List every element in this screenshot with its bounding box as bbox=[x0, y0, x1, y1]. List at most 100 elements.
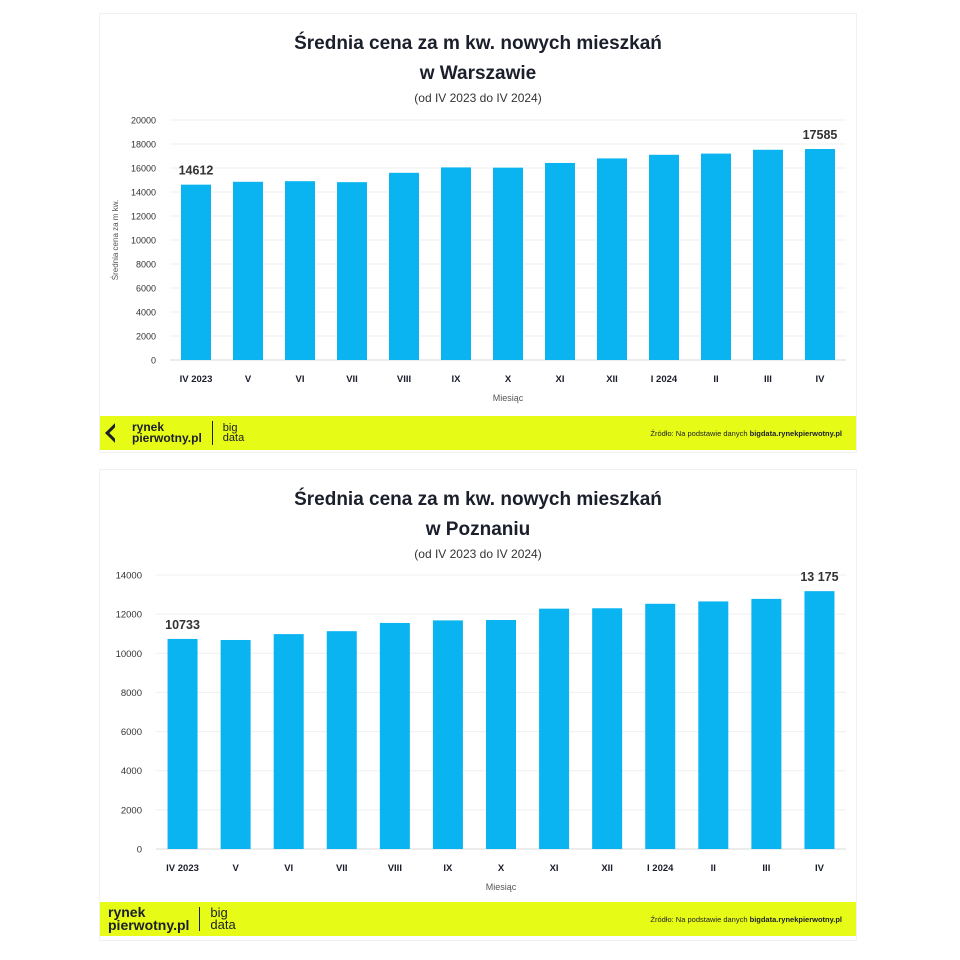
data-label: 17585 bbox=[803, 128, 838, 142]
chart-title-line2: w Poznaniu bbox=[425, 519, 531, 540]
y-tick-label: 0 bbox=[151, 356, 156, 366]
x-tick-label: XI bbox=[556, 374, 565, 385]
bar bbox=[285, 181, 315, 360]
bar bbox=[751, 598, 782, 849]
source-text: Źródło: Na podstawie danych bigdata.ryne… bbox=[650, 429, 842, 438]
x-tick-label: V bbox=[245, 374, 252, 385]
bar bbox=[804, 591, 835, 849]
x-tick-label: X bbox=[498, 863, 505, 874]
source-text: Źródło: Na podstawie danych bigdata.ryne… bbox=[650, 915, 842, 924]
bar bbox=[167, 638, 198, 849]
bar bbox=[441, 167, 471, 360]
bar bbox=[432, 620, 463, 849]
x-tick-label: VII bbox=[336, 863, 348, 874]
bar bbox=[326, 631, 357, 849]
x-tick-label: IX bbox=[452, 374, 462, 385]
x-tick-label: I 2024 bbox=[651, 374, 678, 385]
bar bbox=[220, 639, 251, 849]
bar bbox=[701, 153, 731, 360]
bigdata-line2: data bbox=[222, 432, 245, 444]
y-tick-label: 2000 bbox=[121, 805, 142, 816]
bar bbox=[545, 162, 575, 360]
x-tick-label: IV bbox=[816, 374, 826, 385]
x-axis-label: Miesiąc bbox=[486, 882, 517, 892]
y-tick-label: 4000 bbox=[121, 766, 142, 777]
x-tick-label: XII bbox=[601, 863, 613, 874]
y-tick-label: 14000 bbox=[131, 188, 156, 198]
source-prefix: Źródło: Na podstawie danych bbox=[650, 914, 750, 924]
y-tick-label: 18000 bbox=[131, 140, 156, 150]
logo-divider bbox=[211, 421, 213, 445]
x-tick-label: V bbox=[232, 863, 239, 874]
bar bbox=[597, 158, 627, 360]
source-prefix: Źródło: Na podstawie danych bbox=[650, 428, 750, 438]
bar bbox=[493, 167, 523, 360]
x-tick-label: IX bbox=[443, 863, 453, 874]
chart-title-line2: w Warszawie bbox=[419, 63, 537, 84]
y-tick-label: 12000 bbox=[116, 610, 142, 621]
y-tick-label: 6000 bbox=[121, 727, 142, 738]
source-link[interactable]: bigdata.rynekpierwotny.pl bbox=[749, 428, 842, 438]
bigdata-line1: big bbox=[210, 905, 228, 920]
x-tick-label: X bbox=[505, 374, 512, 385]
bar bbox=[539, 608, 570, 849]
x-tick-label: XI bbox=[550, 863, 559, 874]
logo-line1: rynek bbox=[132, 420, 165, 434]
y-axis-label: Średnia cena za m kw. bbox=[111, 200, 120, 280]
data-label: 13 175 bbox=[800, 570, 838, 584]
bar bbox=[379, 622, 410, 849]
y-tick-label: 0 bbox=[137, 845, 142, 856]
bar bbox=[181, 184, 211, 360]
logo: rynek pierwotny.pl big data bbox=[105, 420, 245, 445]
logo-line2: pierwotny.pl bbox=[108, 917, 190, 933]
chart-panel-poznan: Średnia cena za m kw. nowych mieszkań w … bbox=[100, 470, 856, 940]
bar bbox=[753, 149, 783, 360]
logo-divider bbox=[199, 907, 201, 931]
bar-chart-poznan: 0 2000 4000 6000 8000 10000 12000 14000 IV 2023 1… bbox=[116, 570, 846, 892]
chart-title-line1: Średnia cena za m kw. nowych mieszkań bbox=[294, 489, 662, 510]
bigdata-line1: big bbox=[222, 422, 238, 434]
data-label: 14612 bbox=[179, 164, 214, 178]
bigdata-line2: data bbox=[210, 917, 236, 932]
x-tick-label: IV bbox=[815, 863, 825, 874]
bar bbox=[233, 181, 263, 360]
x-tick-label: I 2024 bbox=[647, 863, 674, 874]
bar bbox=[698, 601, 729, 849]
footer-bar: rynek pierwotny.pl big data Źródło: Na p… bbox=[100, 416, 856, 450]
x-tick-label: XII bbox=[606, 374, 618, 385]
source-link[interactable]: bigdata.rynekpierwotny.pl bbox=[749, 914, 842, 924]
y-tick-label: 8000 bbox=[121, 688, 142, 699]
y-tick-label: 12000 bbox=[131, 212, 156, 222]
bar bbox=[389, 172, 419, 360]
chart-title-line1: Średnia cena za m kw. nowych mieszkań bbox=[294, 33, 662, 54]
y-tick-label: 6000 bbox=[136, 284, 156, 294]
data-label: 10733 bbox=[165, 618, 200, 632]
bar bbox=[337, 182, 367, 360]
x-tick-label: II bbox=[711, 863, 716, 874]
x-tick-label: III bbox=[764, 374, 772, 385]
bar bbox=[645, 603, 676, 849]
rynek-logo-icon bbox=[105, 423, 125, 443]
logo: rynek pierwotny.pl big data bbox=[108, 904, 236, 933]
x-tick-label: II bbox=[713, 374, 718, 385]
y-tick-label: 16000 bbox=[131, 164, 156, 174]
x-tick-label: VIII bbox=[388, 863, 402, 874]
x-tick-label: IV 2023 bbox=[180, 374, 213, 385]
logo-line2: pierwotny.pl bbox=[132, 431, 202, 445]
y-tick-label: 4000 bbox=[136, 308, 156, 318]
y-tick-label: 8000 bbox=[136, 260, 156, 270]
bar bbox=[592, 608, 623, 849]
bar bbox=[649, 154, 679, 360]
chart-panel-warszawa: Średnia cena za m kw. nowych mieszkań w … bbox=[100, 14, 856, 452]
logo-line1: rynek bbox=[108, 904, 146, 920]
x-tick-label: VII bbox=[346, 374, 358, 385]
x-tick-label: III bbox=[762, 863, 770, 874]
x-tick-label: VIII bbox=[397, 374, 411, 385]
bar bbox=[805, 148, 835, 360]
footer-bar: rynek pierwotny.pl big data Źródło: Na p… bbox=[100, 902, 856, 936]
bar-chart-warszawa: 0 2000 4000 6000 8000 10000 12000 14000 16000 180… bbox=[111, 116, 846, 403]
chart-subtitle: (od IV 2023 do IV 2024) bbox=[414, 91, 542, 105]
y-tick-label: 20000 bbox=[131, 116, 156, 126]
x-axis-label: Miesiąc bbox=[493, 393, 524, 403]
y-tick-label: 10000 bbox=[116, 649, 142, 660]
